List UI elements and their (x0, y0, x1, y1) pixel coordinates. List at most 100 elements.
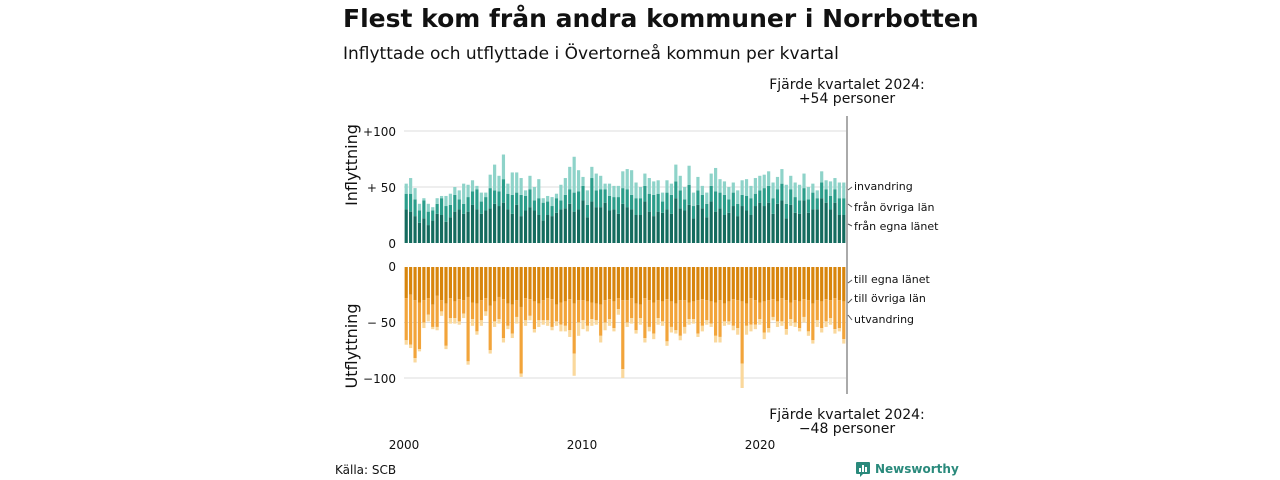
bar-out-ovriga-95 (824, 299, 828, 322)
bar-in-egna-44 (599, 207, 603, 243)
bar-out-utvandring-40 (581, 320, 585, 330)
bar-in-ovriga-72 (722, 194, 727, 215)
inflow-bars (404, 154, 846, 243)
bar-out-utvandring-10 (448, 318, 452, 324)
bar-in-egna-4 (422, 218, 426, 243)
bar-in-egna-90 (802, 200, 806, 243)
bar-out-egna-50 (625, 267, 629, 301)
bar-out-ovriga-42 (590, 302, 594, 320)
bar-out-ovriga-3 (417, 302, 422, 350)
bar-out-ovriga-97 (833, 298, 837, 330)
bar-in-egna-37 (568, 203, 572, 243)
bar-out-utvandring-13 (462, 313, 466, 319)
bar-in-egna-27 (523, 210, 528, 243)
bar-in-egna-47 (612, 209, 616, 243)
bar-in-invandring-84 (775, 176, 780, 190)
bar-out-egna-65 (691, 267, 696, 302)
bar-out-ovriga-81 (762, 301, 766, 333)
bar-in-ovriga-31 (541, 202, 545, 221)
bar-out-ovriga-65 (691, 301, 696, 320)
bar-out-utvandring-83 (771, 316, 775, 321)
bar-out-utvandring-73 (727, 321, 731, 325)
bar-in-invandring-32 (546, 195, 550, 202)
bar-in-egna-84 (775, 203, 780, 243)
bar-in-egna-94 (820, 198, 824, 243)
bar-in-invandring-35 (559, 184, 563, 201)
bar-in-ovriga-21 (497, 191, 501, 207)
bar-in-invandring-29 (532, 187, 536, 201)
bar-in-ovriga-0 (404, 193, 408, 210)
ytick-in-100: +100 (363, 125, 396, 139)
bar-out-utvandring-56 (652, 333, 656, 340)
bar-out-egna-75 (736, 267, 740, 301)
bar-in-ovriga-86 (784, 203, 788, 219)
bar-in-egna-40 (581, 200, 585, 243)
bar-out-ovriga-14 (466, 296, 470, 362)
bar-out-utvandring-26 (519, 373, 523, 377)
brand-logo: Newsworthy (855, 461, 959, 477)
bar-out-ovriga-33 (550, 299, 554, 327)
bar-out-ovriga-26 (519, 306, 523, 374)
bar-in-egna-60 (669, 213, 673, 243)
bar-out-utvandring-6 (431, 326, 435, 330)
bar-in-ovriga-3 (417, 210, 422, 223)
bar-in-egna-39 (577, 209, 581, 243)
bar-in-ovriga-16 (475, 189, 479, 210)
bar-out-ovriga-85 (780, 298, 784, 322)
bar-out-ovriga-86 (784, 300, 788, 330)
bar-in-invandring-23 (506, 183, 510, 194)
chart-subtitle: Inflyttade och utflyttade i Övertorneå k… (343, 44, 839, 64)
bar-out-egna-41 (585, 267, 590, 302)
bar-in-invandring-16 (475, 185, 479, 190)
bar-out-utvandring-31 (541, 320, 545, 325)
ytick-out-100: −100 (363, 372, 396, 386)
bar-out-utvandring-57 (656, 318, 660, 325)
bar-out-utvandring-90 (802, 316, 806, 323)
bar-out-utvandring-65 (691, 319, 696, 324)
bar-in-egna-19 (488, 208, 492, 243)
bar-out-utvandring-84 (775, 321, 780, 327)
bar-in-ovriga-9 (444, 206, 448, 222)
bar-out-utvandring-42 (590, 319, 594, 326)
legend-leader-till-egna (847, 279, 853, 284)
bar-out-ovriga-32 (546, 298, 550, 321)
bar-out-utvandring-44 (599, 335, 603, 343)
bar-in-egna-10 (448, 217, 452, 243)
bar-out-utvandring-78 (749, 324, 753, 332)
bar-in-egna-74 (731, 206, 735, 243)
bar-out-utvandring-94 (820, 328, 824, 333)
bar-out-ovriga-21 (497, 296, 501, 320)
bar-out-ovriga-7 (435, 295, 439, 327)
bar-out-utvandring-49 (621, 369, 625, 378)
bar-in-invandring-25 (515, 172, 519, 193)
bar-in-invandring-27 (523, 190, 528, 196)
bar-out-egna-79 (753, 267, 757, 301)
bar-in-egna-12 (457, 209, 461, 243)
bar-in-egna-81 (762, 206, 766, 243)
bar-in-ovriga-68 (705, 203, 709, 218)
bar-in-ovriga-66 (696, 190, 700, 205)
bar-out-egna-55 (647, 267, 651, 301)
bar-out-utvandring-39 (577, 322, 581, 336)
bar-out-utvandring-32 (546, 320, 550, 326)
bar-in-invandring-65 (691, 192, 696, 207)
bar-in-egna-6 (431, 220, 435, 243)
bar-in-invandring-36 (563, 178, 567, 195)
bar-in-egna-24 (510, 213, 514, 243)
bar-in-invandring-31 (541, 198, 545, 203)
bar-in-invandring-21 (497, 175, 501, 192)
bar-out-ovriga-30 (537, 303, 541, 321)
bar-out-egna-29 (532, 267, 536, 302)
bar-in-invandring-46 (607, 183, 612, 196)
bar-out-egna-51 (630, 267, 634, 299)
bar-out-egna-11 (453, 267, 457, 302)
bar-in-egna-26 (519, 216, 523, 243)
bar-in-egna-48 (616, 213, 620, 243)
bar-in-invandring-3 (417, 203, 422, 211)
bar-out-ovriga-79 (753, 300, 757, 325)
bar-out-egna-17 (479, 267, 483, 301)
bar-in-egna-21 (497, 206, 501, 243)
legend-leader-invandring (847, 186, 853, 191)
bar-out-ovriga-63 (683, 300, 687, 327)
legend-out-ovriga: till övriga län (854, 292, 926, 305)
